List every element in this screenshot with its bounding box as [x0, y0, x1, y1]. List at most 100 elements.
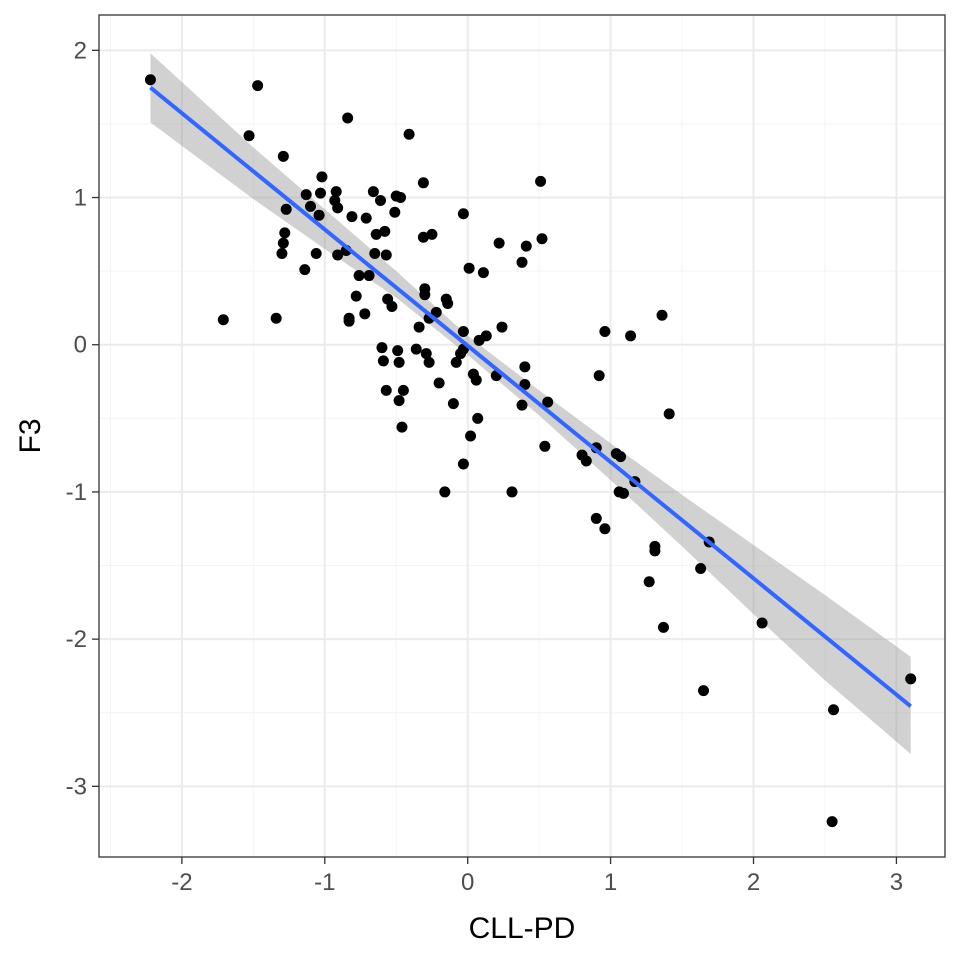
data-point	[615, 451, 627, 463]
data-point	[410, 343, 422, 355]
data-point	[697, 685, 709, 697]
data-point	[447, 398, 459, 410]
data-point	[516, 256, 528, 268]
data-point	[656, 309, 668, 321]
data-point	[316, 171, 328, 183]
data-point	[343, 315, 355, 327]
data-point	[386, 300, 398, 312]
data-point	[473, 334, 485, 346]
data-point	[649, 545, 661, 557]
data-point	[536, 233, 548, 245]
confidence-band	[150, 53, 911, 754]
data-point	[310, 247, 322, 259]
data-point	[643, 576, 655, 588]
data-point	[300, 189, 312, 201]
data-point	[625, 330, 637, 342]
y-tick-label: 2	[74, 37, 87, 64]
data-point	[243, 130, 255, 142]
data-point	[695, 562, 707, 574]
x-tick-label: 0	[461, 869, 474, 896]
data-point	[593, 370, 605, 382]
data-point	[353, 270, 365, 282]
data-point	[217, 314, 229, 326]
data-point	[315, 187, 327, 199]
data-point	[463, 262, 475, 274]
data-point	[519, 361, 531, 373]
x-tick-label: 1	[604, 869, 617, 896]
data-point	[433, 377, 445, 389]
data-point	[496, 321, 508, 333]
fit-line	[149, 86, 912, 708]
data-point	[539, 440, 551, 452]
data-point	[346, 211, 358, 223]
x-tick-label: -1	[314, 869, 335, 896]
data-point	[332, 202, 344, 214]
data-point	[457, 208, 469, 220]
data-point	[756, 617, 768, 629]
data-point	[377, 355, 389, 367]
data-point	[359, 308, 371, 320]
x-axis-title: CLL-PD	[469, 912, 576, 945]
ci-band-area	[150, 53, 911, 754]
data-point	[423, 356, 435, 368]
data-point	[506, 486, 518, 498]
data-point	[420, 348, 432, 360]
data-point	[393, 356, 405, 368]
data-point	[279, 227, 291, 239]
data-point	[144, 74, 156, 86]
data-point	[905, 673, 917, 685]
data-point	[617, 487, 629, 499]
data-point	[439, 486, 451, 498]
data-point	[828, 704, 840, 716]
data-point	[270, 312, 282, 324]
data-point	[826, 816, 838, 828]
data-point	[520, 240, 532, 252]
data-point	[426, 228, 438, 240]
data-point	[379, 225, 391, 237]
data-point	[413, 321, 425, 333]
y-tick-label: -1	[66, 479, 87, 506]
data-point	[313, 209, 325, 221]
panel-border	[98, 14, 946, 858]
x-tick-label: -2	[171, 869, 192, 896]
x-tick-label: 2	[747, 869, 760, 896]
data-point	[369, 247, 381, 259]
data-point	[305, 200, 316, 212]
data-point	[397, 384, 409, 396]
data-point	[419, 289, 431, 301]
data-point	[367, 186, 379, 198]
data-point	[457, 458, 469, 470]
data-point	[342, 112, 354, 124]
data-point	[477, 267, 489, 279]
axes: -2 -1 0 1 2 3 -3 -2 -1 0 1 2	[66, 37, 903, 896]
data-point	[472, 412, 484, 424]
data-point	[276, 247, 288, 259]
data-point	[299, 264, 311, 276]
data-point	[455, 348, 467, 360]
x-tick-label: 3	[890, 869, 903, 896]
data-point	[332, 249, 344, 261]
data-point	[663, 408, 675, 420]
data-point	[417, 231, 429, 243]
data-point	[430, 306, 442, 318]
data-point	[360, 212, 372, 224]
data-point	[392, 345, 404, 357]
data-point	[252, 80, 264, 92]
data-point	[363, 270, 375, 282]
data-point	[535, 175, 547, 187]
data-point	[519, 378, 531, 390]
data-point	[277, 150, 289, 162]
y-axis-title: F3	[14, 418, 47, 453]
y-tick-label: 1	[74, 185, 87, 212]
data-point	[396, 421, 408, 433]
data-point	[350, 290, 362, 302]
data-point	[375, 194, 387, 206]
data-point	[657, 621, 669, 633]
data-point	[457, 325, 469, 337]
data-point	[470, 374, 482, 386]
data-point	[442, 298, 454, 310]
y-tick-label: -2	[66, 626, 87, 653]
data-point	[465, 430, 477, 442]
